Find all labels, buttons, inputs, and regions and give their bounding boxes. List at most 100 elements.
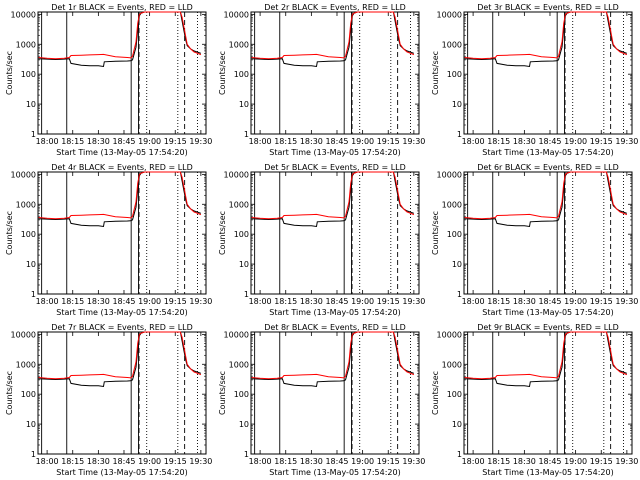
lld-series-line <box>251 171 415 220</box>
x-tick-label: 18:00 <box>36 297 59 306</box>
y-tick-label: 1 <box>31 130 36 139</box>
y-tick-label: 10000 <box>437 10 462 19</box>
y-tick-label: 1000 <box>16 200 36 209</box>
x-tick-label: 19:00 <box>351 457 374 466</box>
x-tick-label: 18:30 <box>87 137 110 146</box>
x-tick-label: 18:00 <box>249 297 272 306</box>
x-tick-label: 19:15 <box>590 297 613 306</box>
x-tick-label: 18:45 <box>112 457 135 466</box>
x-tick-label: 19:00 <box>564 297 587 306</box>
x-tick-label: 19:30 <box>402 457 425 466</box>
x-tick-label: 18:45 <box>325 297 348 306</box>
events-series-line <box>38 11 202 68</box>
y-tick-label: 1 <box>244 130 249 139</box>
y-tick-label: 10 <box>239 420 249 429</box>
x-tick-label: 19:30 <box>402 297 425 306</box>
y-axis-label: Counts/sec <box>218 371 227 415</box>
y-tick-label: 10 <box>239 260 249 269</box>
panel-title: Det 9r BLACK = Events, RED = LLD <box>477 323 619 332</box>
x-tick-label: 18:00 <box>36 457 59 466</box>
events-series-line <box>251 11 415 68</box>
detector-panel: Det 6r BLACK = Events, RED = LLD Counts/s… <box>426 160 639 320</box>
detector-panel: Det 3r BLACK = Events, RED = LLD Counts/s… <box>426 0 639 160</box>
y-tick-label: 10000 <box>437 330 462 339</box>
lld-series-line <box>38 331 202 380</box>
lld-series-line <box>251 331 415 380</box>
y-tick-label: 100 <box>447 390 462 399</box>
x-axis-label: Start Time (13-May-05 17:54:20) <box>482 308 613 317</box>
x-tick-label: 18:15 <box>274 137 297 146</box>
y-axis-label: Counts/sec <box>5 51 14 95</box>
y-tick-label: 10 <box>452 100 462 109</box>
y-tick-label: 100 <box>21 390 36 399</box>
panel-title: Det 4r BLACK = Events, RED = LLD <box>51 163 193 172</box>
y-tick-label: 10 <box>26 260 36 269</box>
x-tick-label: 19:30 <box>189 137 212 146</box>
x-tick-label: 18:30 <box>513 137 536 146</box>
x-tick-label: 19:30 <box>615 297 638 306</box>
x-tick-label: 18:15 <box>487 457 510 466</box>
detector-panel: Det 9r BLACK = Events, RED = LLD Counts/s… <box>426 320 639 480</box>
y-tick-label: 1000 <box>442 360 462 369</box>
y-tick-label: 100 <box>21 230 36 239</box>
x-tick-label: 19:30 <box>402 137 425 146</box>
lld-series-line <box>464 11 628 60</box>
detector-panel: Det 4r BLACK = Events, RED = LLD Counts/s… <box>0 160 213 320</box>
plot-frame <box>463 331 633 455</box>
panel-plot: Det 8r BLACK = Events, RED = LLD Counts/s… <box>218 323 425 477</box>
x-tick-label: 19:30 <box>615 137 638 146</box>
events-series-line <box>251 331 415 388</box>
y-tick-label: 1000 <box>229 360 249 369</box>
lld-series-line <box>38 171 202 220</box>
x-tick-label: 19:30 <box>189 457 212 466</box>
x-tick-label: 18:15 <box>61 297 84 306</box>
x-axis-label: Start Time (13-May-05 17:54:20) <box>56 148 187 157</box>
x-tick-label: 18:45 <box>325 137 348 146</box>
panel-title: Det 3r BLACK = Events, RED = LLD <box>477 3 619 12</box>
x-tick-label: 19:00 <box>564 137 587 146</box>
x-tick-label: 19:15 <box>377 297 400 306</box>
x-tick-label: 18:30 <box>300 297 323 306</box>
x-axis-label: Start Time (13-May-05 17:54:20) <box>482 468 613 477</box>
y-tick-label: 10 <box>26 420 36 429</box>
y-tick-label: 10 <box>452 260 462 269</box>
x-tick-label: 19:00 <box>138 297 161 306</box>
panel-plot: Det 2r BLACK = Events, RED = LLD Counts/s… <box>218 3 425 157</box>
x-axis-label: Start Time (13-May-05 17:54:20) <box>482 148 613 157</box>
events-series-line <box>38 171 202 228</box>
y-tick-label: 10000 <box>224 170 249 179</box>
x-tick-label: 18:15 <box>61 137 84 146</box>
panel-plot: Det 6r BLACK = Events, RED = LLD Counts/s… <box>431 163 638 317</box>
y-tick-label: 1000 <box>229 40 249 49</box>
y-tick-label: 100 <box>21 70 36 79</box>
panel-title: Det 7r BLACK = Events, RED = LLD <box>51 323 193 332</box>
x-tick-label: 18:15 <box>61 457 84 466</box>
x-tick-label: 18:30 <box>87 457 110 466</box>
panel-plot: Det 9r BLACK = Events, RED = LLD Counts/s… <box>431 323 638 477</box>
x-tick-label: 18:45 <box>112 137 135 146</box>
y-tick-label: 100 <box>447 70 462 79</box>
x-axis-label: Start Time (13-May-05 17:54:20) <box>269 148 400 157</box>
x-tick-label: 18:00 <box>249 137 272 146</box>
y-tick-label: 1000 <box>229 200 249 209</box>
events-series-line <box>251 171 415 228</box>
y-tick-label: 10 <box>239 100 249 109</box>
plot-frame <box>37 331 207 455</box>
x-tick-label: 18:00 <box>249 457 272 466</box>
x-axis-label: Start Time (13-May-05 17:54:20) <box>269 308 400 317</box>
detector-panel: Det 8r BLACK = Events, RED = LLD Counts/s… <box>213 320 426 480</box>
x-tick-label: 18:45 <box>538 457 561 466</box>
x-tick-label: 18:00 <box>462 457 485 466</box>
plot-frame <box>463 171 633 295</box>
x-tick-label: 19:15 <box>590 457 613 466</box>
x-tick-label: 18:00 <box>462 297 485 306</box>
x-tick-label: 19:15 <box>164 457 187 466</box>
y-tick-label: 1000 <box>442 200 462 209</box>
x-tick-label: 18:30 <box>513 297 536 306</box>
y-axis-label: Counts/sec <box>218 211 227 255</box>
x-axis-label: Start Time (13-May-05 17:54:20) <box>269 468 400 477</box>
detector-panel: Det 7r BLACK = Events, RED = LLD Counts/s… <box>0 320 213 480</box>
y-tick-label: 1 <box>457 450 462 459</box>
x-tick-label: 18:00 <box>36 137 59 146</box>
